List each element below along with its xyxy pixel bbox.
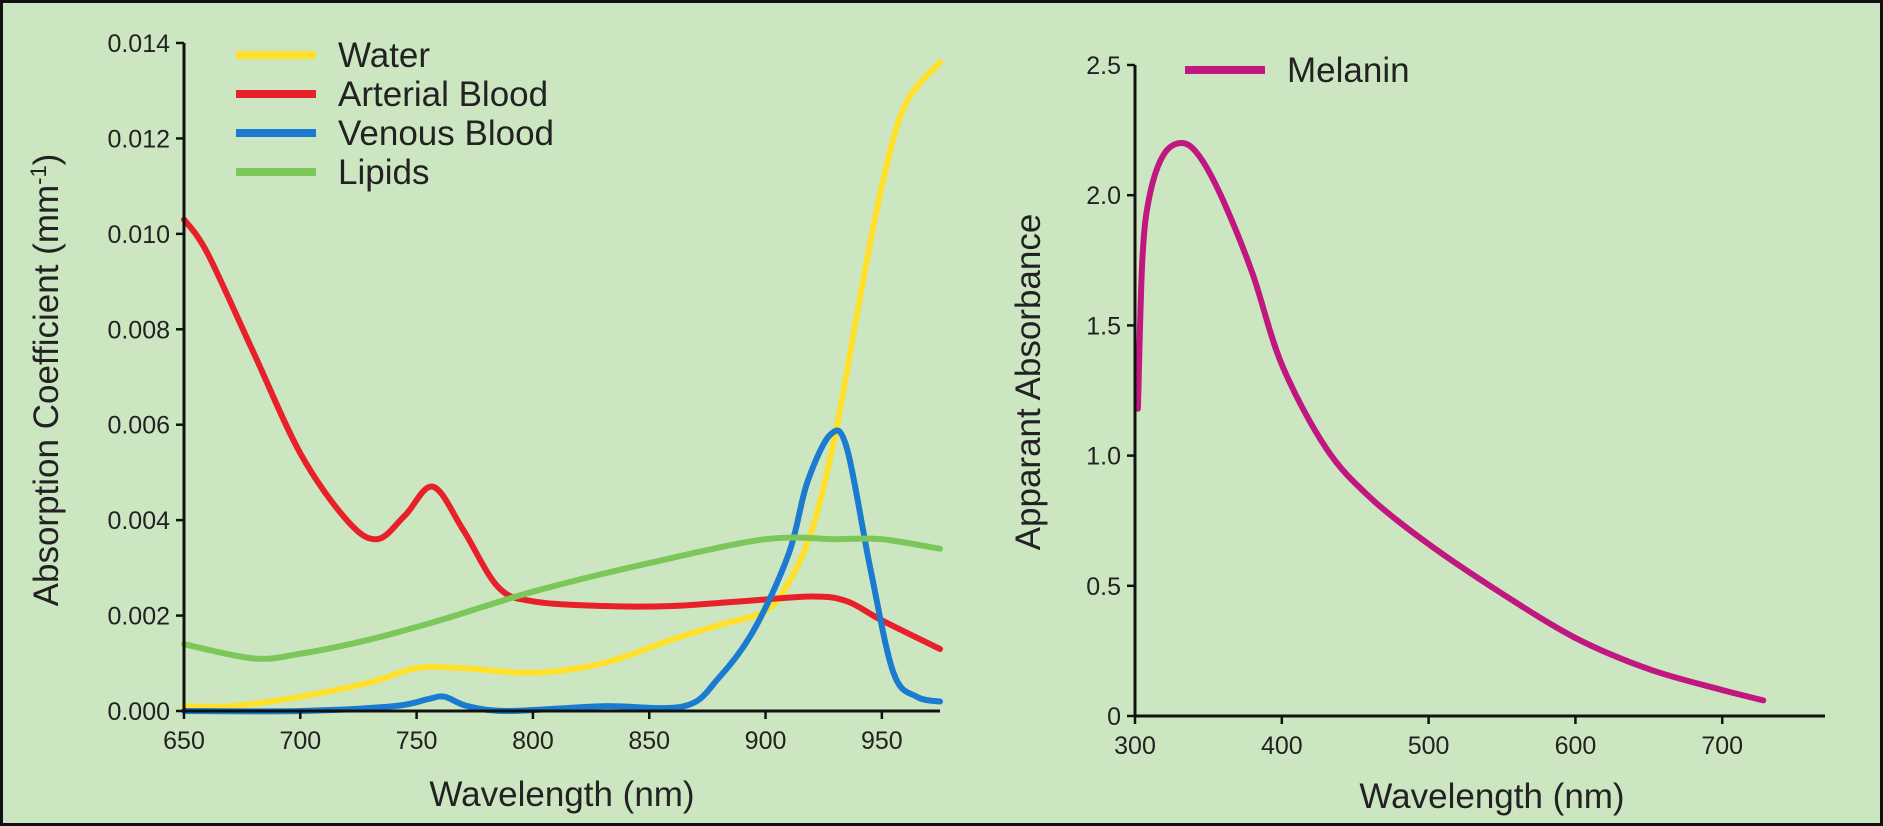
series-line-arterial-blood xyxy=(181,216,943,652)
legend-label: Lipids xyxy=(338,153,429,192)
y-axis-title: Absorption Coefficient (mm-1) xyxy=(26,154,66,607)
series-line-venous-blood xyxy=(181,427,943,715)
x-tick-label: 500 xyxy=(1408,732,1450,760)
x-tick-label: 700 xyxy=(1701,732,1743,760)
y-tick-label: 0.012 xyxy=(107,125,170,153)
x-tick-label: 850 xyxy=(628,727,670,755)
legend-label: Water xyxy=(338,36,430,75)
x-axis-title: Wavelength (nm) xyxy=(1359,777,1624,816)
series-line-melanin xyxy=(1134,139,1767,704)
y-tick-label: 0.004 xyxy=(107,507,170,535)
y-tick-label: 0.010 xyxy=(107,221,170,249)
y-tick-label: 1.0 xyxy=(1086,443,1121,471)
y-tick-label: 2.5 xyxy=(1086,52,1121,80)
x-tick-label: 300 xyxy=(1114,732,1156,760)
legend-label: Arterial Blood xyxy=(338,75,548,114)
y-tick-label: 0.014 xyxy=(107,30,170,58)
legend-label: Melanin xyxy=(1287,51,1410,90)
y-axis-title-main: Apparant Absorbance xyxy=(1009,214,1048,551)
x-tick-label: 750 xyxy=(396,727,438,755)
y-tick-label: 0.002 xyxy=(107,603,170,631)
y-axis-title-main: Absorption Coefficient (mm xyxy=(27,185,66,606)
y-tick-label: 0.008 xyxy=(107,316,170,344)
x-tick-label: 600 xyxy=(1555,732,1597,760)
x-tick-label: 650 xyxy=(163,727,205,755)
y-axis-title-superscript: -1 xyxy=(26,165,51,185)
legend: Melanin xyxy=(1185,51,1410,90)
y-tick-label: 0.5 xyxy=(1086,573,1121,601)
y-tick-label: 2.0 xyxy=(1086,182,1121,210)
x-tick-label: 950 xyxy=(861,727,903,755)
x-tick-label: 800 xyxy=(512,727,554,755)
y-axis-title-tail: ) xyxy=(27,154,66,166)
legend-label: Venous Blood xyxy=(338,114,554,153)
y-tick-label: 0.000 xyxy=(107,698,170,726)
x-tick-label: 900 xyxy=(745,727,787,755)
series-line-water xyxy=(181,59,943,710)
chart-1: 650 700 750 800 850 900 950 0.000 0.002 0.004 0.00… xyxy=(26,30,943,814)
x-tick-label: 700 xyxy=(279,727,321,755)
y-axis-title: Apparant Absorbance xyxy=(1009,214,1048,551)
x-axis-title: Wavelength (nm) xyxy=(429,775,694,814)
y-tick-label: 0.006 xyxy=(107,412,170,440)
x-tick-label: 400 xyxy=(1261,732,1303,760)
chart-2: 300 400 500 600 700 0 0.5 1.0 1.5 2.0 2.5 Wavelengt… xyxy=(1009,51,1825,816)
y-tick-label: 0 xyxy=(1107,703,1121,731)
y-tick-label: 1.5 xyxy=(1086,312,1121,340)
series-line-lipids xyxy=(181,534,943,662)
